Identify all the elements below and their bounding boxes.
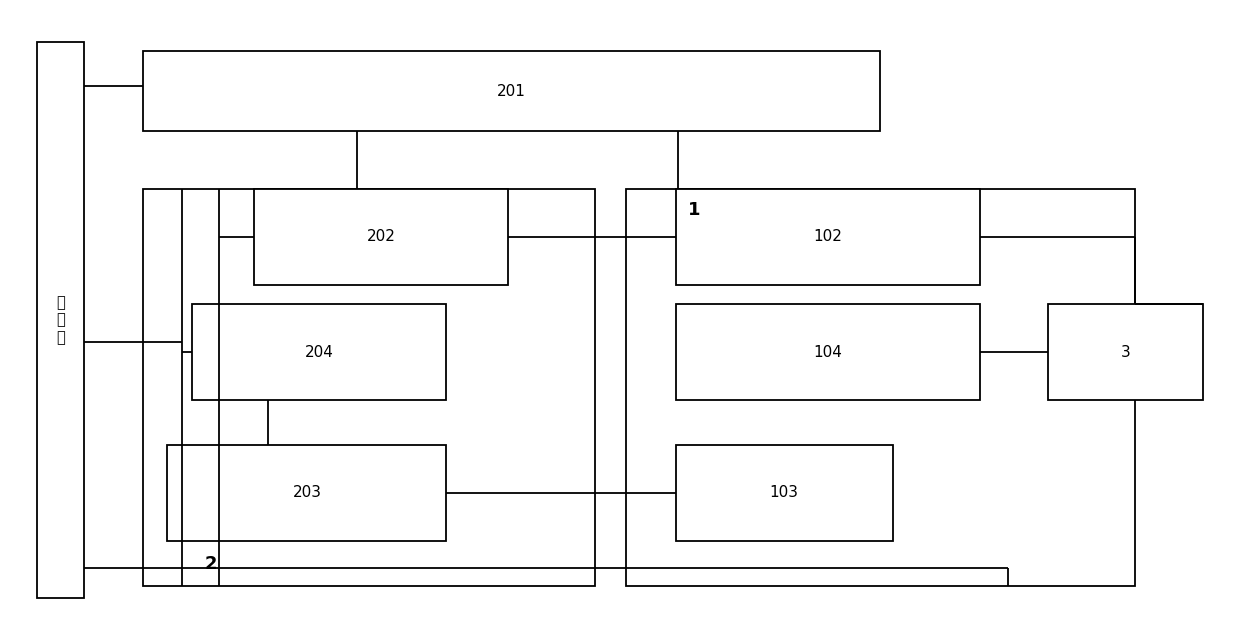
Bar bbox=[143, 51, 880, 131]
Bar bbox=[626, 189, 1135, 586]
Text: 电
接
口: 电 接 口 bbox=[56, 295, 66, 345]
Bar bbox=[676, 304, 980, 400]
Text: 102: 102 bbox=[813, 229, 842, 244]
Text: 204: 204 bbox=[305, 344, 334, 360]
Text: 3: 3 bbox=[1121, 344, 1130, 360]
Text: 203: 203 bbox=[293, 485, 321, 500]
Bar bbox=[676, 189, 980, 285]
Bar bbox=[192, 304, 446, 400]
Bar bbox=[1048, 304, 1203, 400]
Bar bbox=[167, 445, 446, 541]
Bar bbox=[37, 42, 84, 598]
Text: 202: 202 bbox=[367, 229, 396, 244]
Bar bbox=[143, 189, 595, 586]
Bar bbox=[254, 189, 508, 285]
Bar bbox=[676, 445, 893, 541]
Text: 103: 103 bbox=[770, 485, 799, 500]
Text: 1: 1 bbox=[688, 201, 701, 219]
Text: 2: 2 bbox=[205, 556, 217, 573]
Text: 104: 104 bbox=[813, 344, 842, 360]
Text: 201: 201 bbox=[497, 84, 526, 99]
